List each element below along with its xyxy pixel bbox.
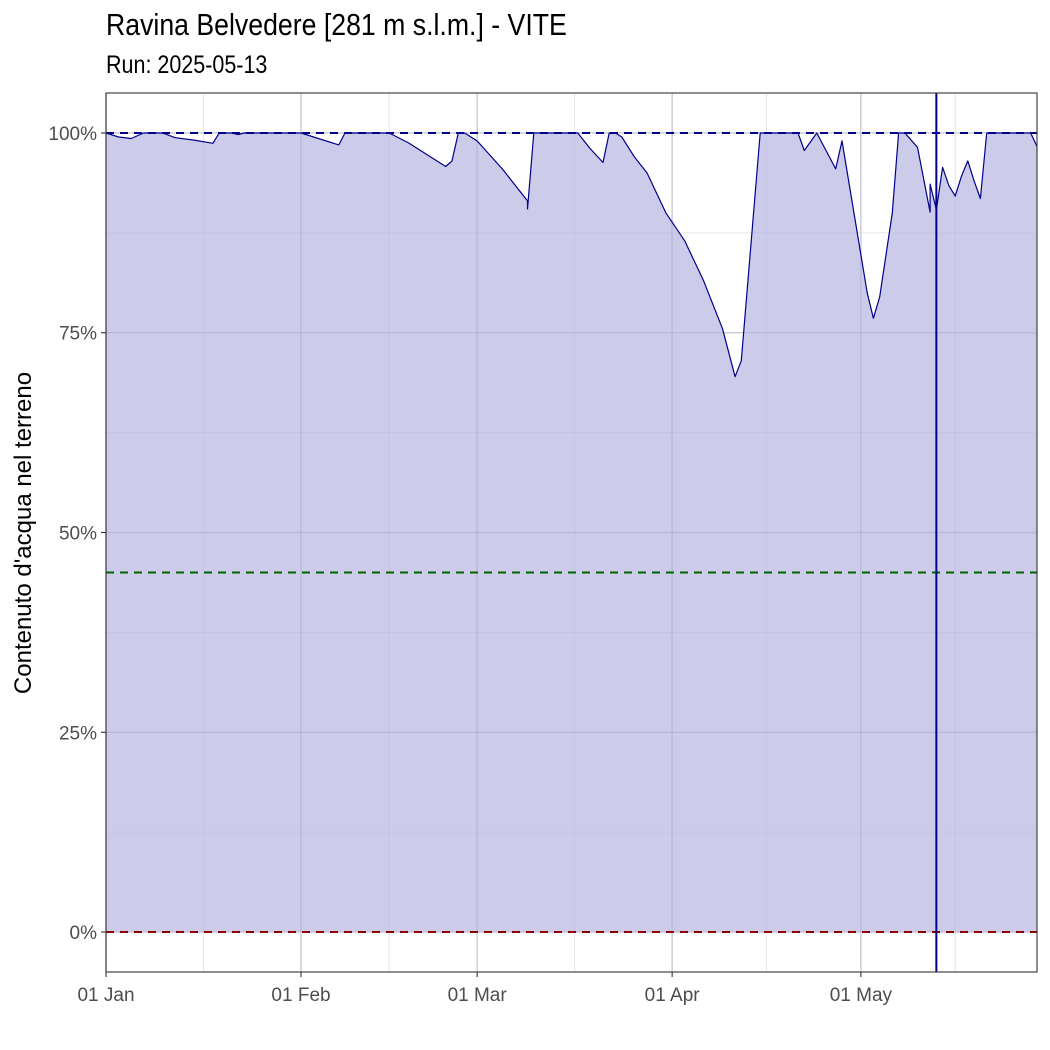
water-content-line <box>105 132 1038 378</box>
x-axis: 01 Jan 01 Feb 01 Mar 01 Apr 01 May <box>77 972 893 1006</box>
y-tick-label: 100% <box>48 124 97 145</box>
y-tick-label: 0% <box>70 923 98 944</box>
x-tick-label: 01 Feb <box>271 985 330 1006</box>
chart-subtitle: Run: 2025-05-13 <box>106 51 268 79</box>
y-tick-label: 25% <box>59 723 97 744</box>
y-tick-label: 50% <box>59 524 97 545</box>
y-tick-label: 75% <box>59 324 97 345</box>
water-content-area <box>106 133 1037 932</box>
x-tick-label: 01 Apr <box>645 985 701 1006</box>
y-axis: 0% 25% 50% 75% 100% <box>48 124 106 944</box>
x-tick-label: 01 Jan <box>77 985 134 1006</box>
chart-title: Ravina Belvedere [281 m s.l.m.] - VITE <box>106 7 567 42</box>
x-tick-label: 01 May <box>830 985 893 1006</box>
y-axis-label: Contenuto d'acqua nel terreno <box>10 372 37 694</box>
x-tick-label: 01 Mar <box>448 985 508 1006</box>
